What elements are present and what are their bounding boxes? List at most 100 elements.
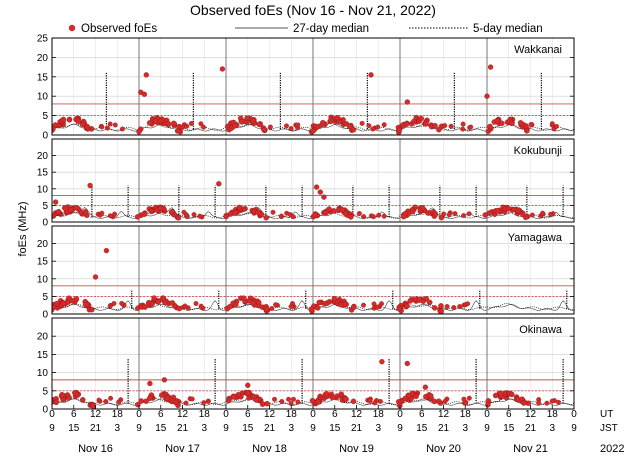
y-tick-label: 0 [42, 405, 48, 416]
observed-point [72, 390, 78, 396]
observed-point [80, 397, 86, 403]
observed-point [482, 212, 489, 218]
observed-point [549, 121, 555, 127]
y-tick-label: 25 [37, 34, 49, 45]
observed-point [60, 396, 66, 403]
x-tick-jst: 9 [49, 423, 55, 434]
observed-point [84, 123, 91, 130]
observed-point-outlier [313, 184, 320, 190]
observed-point [62, 205, 69, 212]
observed-point [295, 399, 301, 405]
observed-point [460, 126, 466, 132]
observed-point [182, 303, 188, 309]
observed-point [55, 209, 62, 215]
y-tick-label: 0 [42, 218, 48, 229]
panel-frame [51, 138, 575, 223]
observed-point [524, 128, 530, 134]
observed-point [409, 390, 415, 397]
observed-point [147, 395, 153, 401]
observed-point [82, 208, 89, 215]
x-tick-jst: 15 [68, 423, 80, 434]
observed-point-outlier [422, 384, 429, 390]
observed-point [517, 120, 524, 126]
observed-point [461, 396, 467, 402]
observed-point [244, 115, 250, 122]
panel-series [52, 181, 574, 221]
x-tick-jst: 9 [310, 423, 316, 434]
observed-point [431, 398, 438, 405]
observed-point-outlier [103, 247, 110, 254]
y-tick-label: 10 [37, 184, 49, 195]
y-tick-label: 15 [37, 350, 49, 361]
observed-point [315, 399, 322, 405]
observed-point [197, 213, 203, 219]
chart-title: Observed foEs (Nov 16 - Nov 21, 2022) [190, 2, 436, 18]
observed-point [350, 398, 357, 405]
observed-point [442, 123, 448, 129]
panel-wakkanai: 0 5 10 15 20 25 Wakkanai [37, 34, 575, 142]
observed-point [331, 208, 337, 214]
observed-point [320, 119, 326, 126]
observed-point [494, 118, 501, 124]
y-tick-label: 15 [37, 72, 49, 83]
observed-point [432, 211, 439, 217]
x-tick-ut: 12 [438, 409, 450, 420]
observed-point [201, 124, 206, 130]
observed-point [544, 400, 550, 406]
observed-point [226, 397, 232, 404]
observed-point [52, 304, 57, 311]
observed-point [142, 304, 148, 310]
year-label: 2022 [600, 443, 624, 455]
observed-point [232, 210, 238, 216]
observed-point [198, 121, 204, 127]
observed-point [155, 298, 161, 305]
y-tick-label: 10 [37, 92, 49, 103]
observed-point [329, 394, 336, 401]
observed-point [409, 208, 416, 215]
station-panels: 0 5 10 15 20 25 Wakkanai 0 5 10 15 20 Kokubunji 0 5 10 1… [37, 34, 575, 416]
observed-point [184, 123, 190, 129]
x-tick-ut: 18 [547, 409, 559, 420]
legend: Observed foEs 27-day median 5-day median [68, 23, 543, 35]
observed-point [149, 301, 155, 307]
y-tick-label: 10 [37, 368, 49, 379]
x-tick-ut: 6 [71, 409, 77, 420]
x-tick-jst: 15 [416, 423, 428, 434]
x-tick-jst: 9 [571, 423, 577, 434]
observed-point [116, 399, 122, 405]
observed-point [348, 214, 354, 220]
x-tick-jst: 15 [155, 423, 167, 434]
x-tick-jst: 21 [438, 423, 450, 434]
observed-point [328, 117, 334, 124]
observed-point-outlier [87, 182, 93, 189]
panel-series [52, 358, 574, 409]
y-tick-label: 5 [42, 292, 48, 303]
station-label: Wakkanai [514, 44, 562, 56]
observed-point [158, 118, 164, 125]
observed-point [334, 393, 340, 399]
observed-point [428, 393, 434, 399]
observed-point [323, 390, 330, 397]
observed-point [284, 123, 289, 129]
observed-point [359, 120, 365, 126]
observed-point [79, 121, 86, 128]
x-tick-jst: 15 [242, 423, 254, 434]
x-tick-ut: 6 [332, 409, 338, 420]
x-tick-ut: 18 [373, 409, 385, 420]
observed-point [107, 121, 113, 127]
observed-point [141, 211, 148, 217]
observed-point [241, 295, 247, 301]
observed-point [371, 214, 376, 220]
observed-point [189, 396, 195, 402]
x-tick-jst: 3 [114, 423, 120, 434]
x-tick-jst: 21 [177, 423, 189, 434]
observed-point-outlier [245, 382, 251, 388]
observed-point-outlier [52, 199, 59, 205]
observed-point [548, 211, 554, 217]
x-tick-ut: 0 [484, 409, 490, 420]
day-label: Nov 17 [165, 443, 200, 455]
observed-point [152, 118, 159, 124]
observed-point [322, 301, 328, 307]
observed-point [263, 306, 270, 312]
